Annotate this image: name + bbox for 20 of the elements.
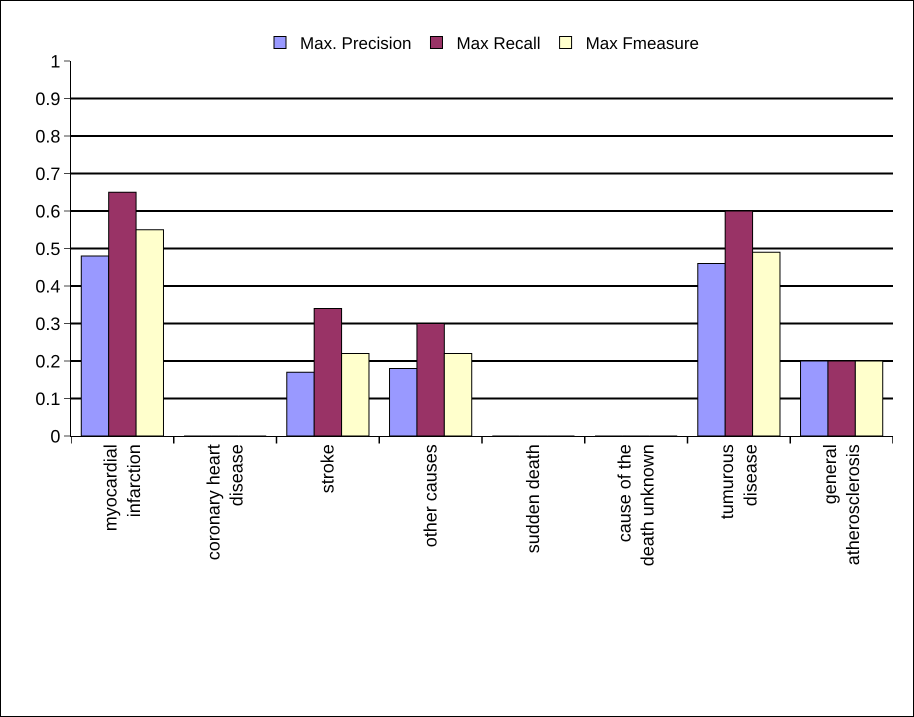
y-tick-label: 0.9 [35, 88, 60, 109]
legend-label: Max. Precision [300, 34, 412, 54]
x-tick-label: other causes [420, 444, 440, 548]
x-tick-label: myocardial infarction [100, 444, 144, 532]
y-tick-label: 0.4 [35, 276, 60, 296]
y-tick-label: 0.5 [35, 238, 60, 259]
legend-label: Max Fmeasure [586, 34, 699, 54]
y-tick-label: 0.3 [35, 314, 60, 334]
y-tick-label: 0 [50, 426, 60, 446]
x-tick-label: coronary heart disease [203, 444, 247, 560]
y-tick-label: 0.1 [35, 388, 60, 409]
x-tick-label: stroke [318, 444, 338, 494]
y-tick-label: 1 [50, 51, 60, 72]
y-tick-label: 0.6 [35, 201, 60, 222]
y-tick-label: 0.7 [35, 164, 60, 184]
x-tick-label: sudden death [523, 444, 544, 554]
x-tick-label: tumurous disease [717, 444, 760, 520]
y-tick-label: 0.8 [35, 126, 60, 146]
y-tick-label: 0.2 [35, 351, 60, 372]
legend-label: Max Recall [456, 34, 541, 54]
